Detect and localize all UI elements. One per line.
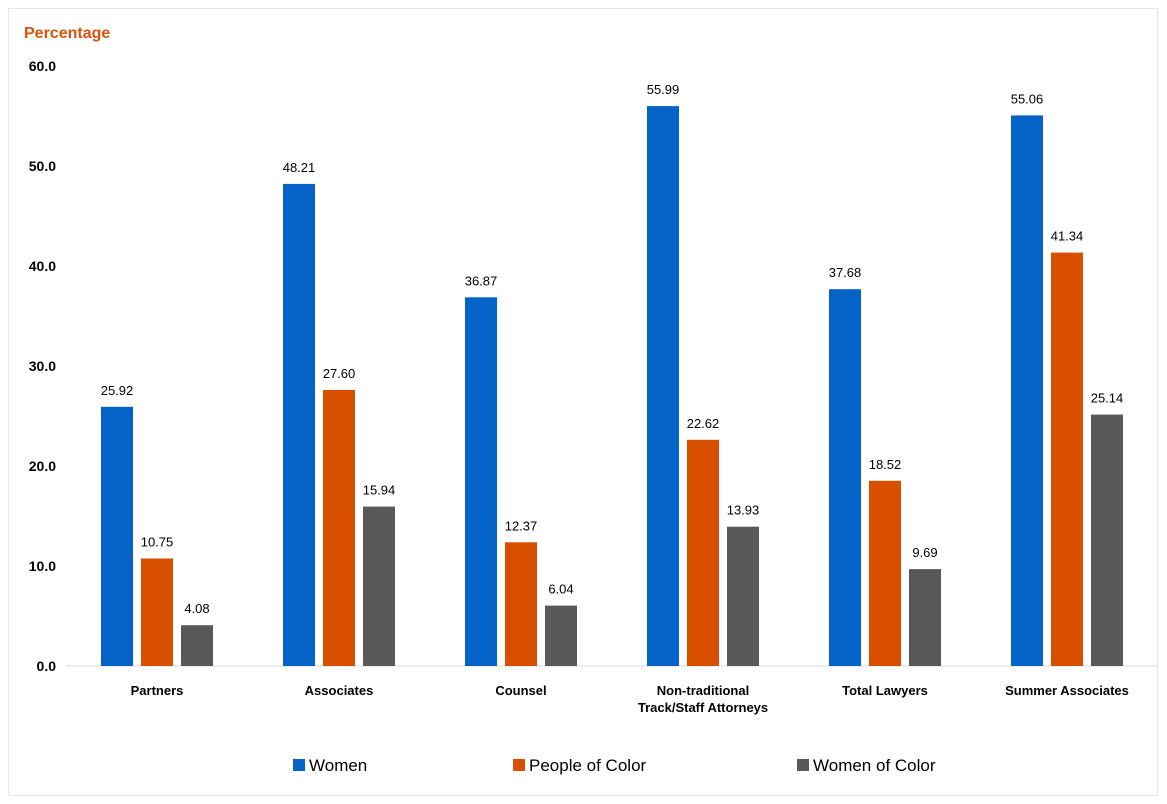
- bar-women-of-color: [909, 569, 941, 666]
- data-label: 27.60: [323, 366, 356, 381]
- y-axis-title: Percentage: [24, 25, 110, 42]
- y-axis-ticks: 0.0 10.0 20.0 30.0 40.0 50.0 60.0: [29, 58, 56, 674]
- y-tick-label: 20.0: [29, 458, 56, 474]
- legend: Women People of Color Women of Color: [293, 756, 936, 775]
- bar-women-of-color: [363, 506, 395, 666]
- bar-women: [101, 406, 133, 666]
- x-axis-ticks: Partners Associates Counsel Non-traditional…: [131, 683, 1129, 715]
- bar-women: [283, 183, 315, 666]
- data-label: 37.68: [829, 265, 862, 280]
- bar-people-of-color: [323, 390, 355, 666]
- legend-label: People of Color: [529, 756, 647, 775]
- y-tick-label: 10.0: [29, 558, 56, 574]
- legend-label: Women of Color: [813, 756, 936, 775]
- bar-women-of-color: [727, 526, 759, 666]
- data-label: 4.08: [184, 601, 209, 616]
- y-tick-label: 0.0: [37, 658, 57, 674]
- data-label: 25.14: [1091, 391, 1124, 406]
- x-tick-label: Counsel: [495, 683, 546, 698]
- bar-people-of-color: [505, 542, 537, 666]
- x-tick-label: Partners: [131, 683, 184, 698]
- data-label: 22.62: [687, 416, 720, 431]
- bar-people-of-color: [687, 439, 719, 666]
- data-label: 9.69: [912, 545, 937, 560]
- bar-women: [647, 106, 679, 667]
- data-label: 6.04: [548, 582, 573, 597]
- legend-swatch: [513, 759, 525, 771]
- bar-people-of-color: [1051, 252, 1083, 666]
- bar-women-of-color: [545, 605, 577, 666]
- bar-women: [1011, 115, 1043, 666]
- data-label: 36.87: [465, 273, 498, 288]
- x-tick-label: Non-traditional: [657, 683, 749, 698]
- bar-people-of-color: [141, 558, 173, 666]
- data-label: 10.75: [141, 535, 174, 550]
- data-label: 15.94: [363, 483, 396, 498]
- legend-swatch: [797, 759, 809, 771]
- bar-women-of-color: [1091, 414, 1123, 666]
- legend-swatch: [293, 759, 305, 771]
- data-label: 12.37: [505, 518, 538, 533]
- legend-label: Women: [309, 756, 367, 775]
- x-tick-label: Track/Staff Attorneys: [638, 700, 768, 715]
- data-labels-group: 25.92 10.75 4.08 48.21 27.60 15.94 36.87 12.37 6…: [101, 82, 1124, 616]
- bar-people-of-color: [869, 480, 901, 666]
- data-label: 13.93: [727, 503, 760, 518]
- data-label: 55.06: [1011, 91, 1044, 106]
- x-tick-label: Associates: [305, 683, 374, 698]
- data-label: 48.21: [283, 160, 316, 175]
- data-label: 25.92: [101, 383, 134, 398]
- y-tick-label: 50.0: [29, 158, 56, 174]
- bars-group: [101, 106, 1123, 667]
- y-tick-label: 40.0: [29, 258, 56, 274]
- bar-women-of-color: [181, 625, 213, 666]
- x-tick-label: Summer Associates: [1005, 683, 1129, 698]
- data-label: 18.52: [869, 457, 902, 472]
- y-tick-label: 60.0: [29, 58, 56, 74]
- bar-women: [829, 289, 861, 666]
- data-label: 41.34: [1051, 229, 1084, 244]
- bar-women: [465, 297, 497, 666]
- x-tick-label: Total Lawyers: [842, 683, 928, 698]
- y-tick-label: 30.0: [29, 358, 56, 374]
- data-label: 55.99: [647, 82, 680, 97]
